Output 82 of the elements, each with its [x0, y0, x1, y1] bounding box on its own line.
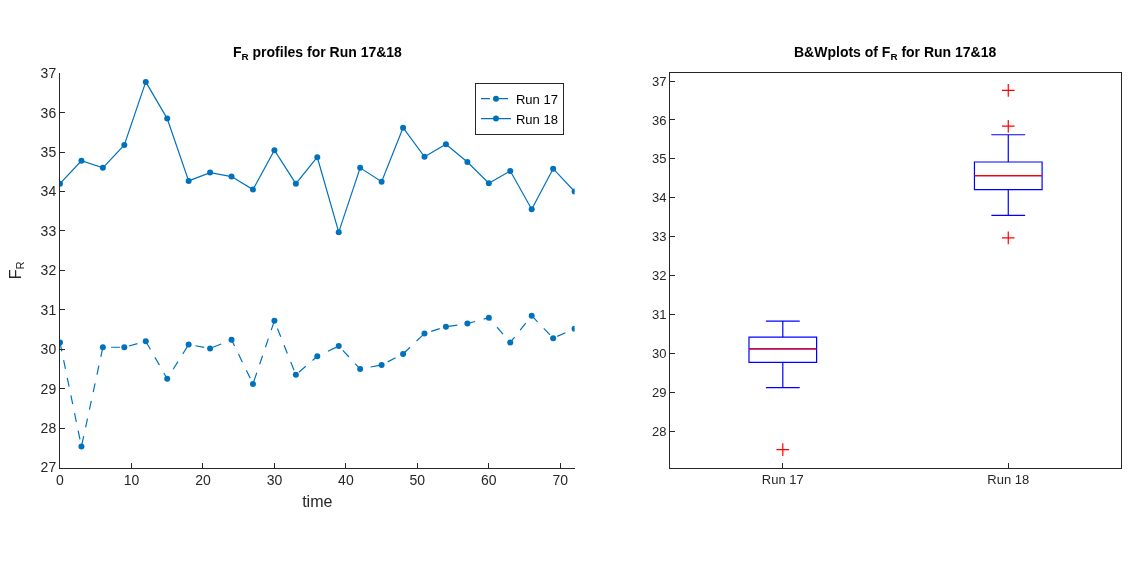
x-tick-label: 0 [56, 472, 65, 489]
x-tick-label: 20 [195, 472, 211, 489]
point [99, 344, 106, 351]
point [357, 164, 364, 171]
point [314, 353, 321, 360]
point [400, 124, 407, 131]
point [421, 330, 428, 337]
point [550, 165, 557, 172]
legend-label: Run 17 [515, 91, 558, 107]
point [335, 343, 342, 350]
y-tick-label: 36 [652, 112, 667, 128]
y-tick-label: 30 [652, 346, 667, 362]
y-tick-label: 33 [40, 222, 57, 239]
x-tick-label: 50 [409, 472, 426, 489]
y-tick-label: 35 [652, 151, 667, 167]
point [507, 339, 514, 346]
point [292, 180, 299, 187]
point [464, 158, 471, 165]
point [507, 168, 514, 175]
point [400, 350, 407, 357]
point [78, 157, 85, 164]
point [142, 338, 149, 345]
point [485, 314, 492, 321]
y-tick-label: 34 [652, 190, 667, 206]
point [142, 78, 149, 85]
point [292, 371, 299, 378]
x-tick-label: 10 [123, 472, 140, 489]
point [207, 345, 214, 352]
legend-label: Run 18 [515, 111, 558, 127]
x-tick-label: 70 [552, 472, 569, 489]
point [207, 169, 214, 176]
point [442, 323, 449, 330]
point [378, 361, 385, 368]
x-tick-label: Run 18 [987, 472, 1030, 488]
y-tick-label: 32 [652, 268, 667, 284]
point [271, 147, 278, 154]
point [550, 335, 557, 342]
point [164, 375, 171, 382]
point [442, 141, 449, 148]
point [121, 142, 128, 148]
point [249, 186, 256, 193]
y-tick-label: 29 [652, 384, 667, 400]
x-tick-label: 30 [266, 472, 283, 489]
point [271, 317, 278, 324]
x-tick-label: 40 [338, 472, 354, 489]
y-tick-label: 30 [40, 341, 57, 358]
y-tick-label: 32 [40, 262, 57, 279]
y-tick-label: 36 [40, 104, 57, 121]
point [314, 154, 321, 161]
point [99, 164, 106, 171]
y-tick-label: 37 [652, 73, 667, 89]
point [228, 336, 235, 343]
point [164, 115, 171, 122]
point [357, 365, 364, 372]
point [528, 312, 535, 319]
x-axis-title: time [302, 493, 333, 510]
y-tick-label: 35 [40, 144, 57, 160]
point [185, 177, 192, 184]
point [335, 229, 342, 236]
y-tick-label: 27 [40, 459, 57, 476]
chart-title: B&Wplots of F$_{R}$ for Run 17&18 [794, 44, 997, 62]
point [78, 443, 85, 450]
point [228, 173, 235, 180]
y-tick-label: 34 [40, 183, 57, 200]
y-tick-label: 28 [652, 423, 667, 439]
point [421, 153, 428, 160]
point [378, 178, 385, 185]
y-tick-label: 29 [40, 380, 57, 397]
point [464, 320, 471, 327]
chart-title: F$_{R}$ profiles for Run 17&18 [233, 44, 403, 62]
point [121, 344, 128, 351]
y-tick-label: 37 [40, 65, 57, 82]
point [485, 180, 492, 187]
y-tick-label: 28 [40, 419, 57, 436]
point [185, 341, 192, 348]
y-tick-label: 31 [40, 301, 57, 318]
point [528, 206, 535, 213]
y-tick-label: 33 [652, 229, 667, 245]
x-tick-label: 60 [481, 472, 497, 489]
point [249, 380, 256, 387]
y-tick-label: 31 [652, 307, 667, 323]
x-tick-label: Run 17 [761, 472, 804, 488]
